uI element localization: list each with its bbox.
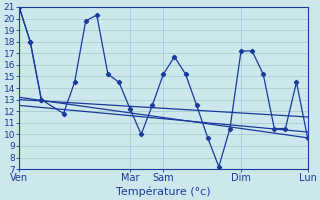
X-axis label: Température (°c): Température (°c) (116, 186, 211, 197)
